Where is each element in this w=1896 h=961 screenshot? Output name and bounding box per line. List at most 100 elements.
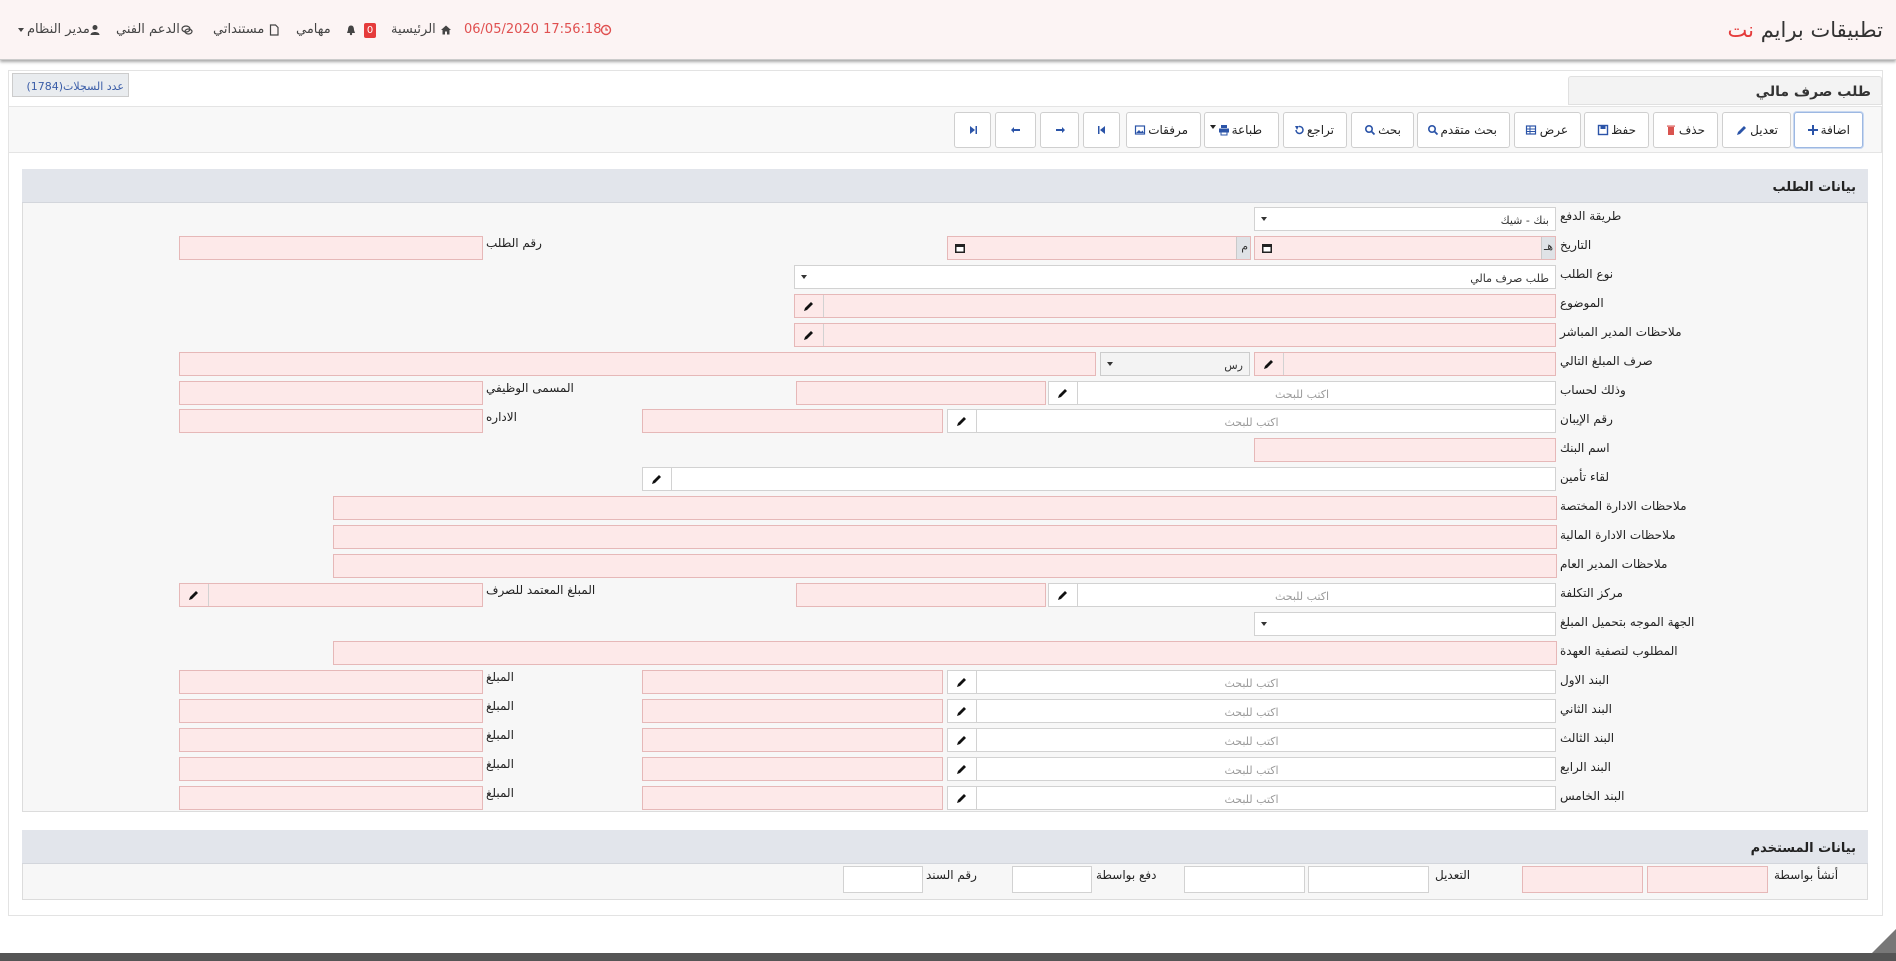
input-field[interactable]: اكتب للبحث <box>947 699 1556 723</box>
input-field[interactable] <box>642 409 943 433</box>
input-field[interactable]: اكتب للبحث <box>947 670 1556 694</box>
button-label: طباعة <box>1231 123 1262 137</box>
edit-addon[interactable] <box>948 410 977 432</box>
input-field[interactable] <box>333 525 1557 549</box>
last-icon <box>969 126 977 134</box>
toolbar-button[interactable]: تعديل <box>1722 112 1791 148</box>
input-field[interactable] <box>179 381 483 405</box>
input-field[interactable] <box>642 728 943 752</box>
toolbar-button[interactable]: طباعة <box>1204 112 1279 148</box>
toolbar-button[interactable]: حذف <box>1653 112 1718 148</box>
input-field[interactable] <box>179 409 483 433</box>
input-field[interactable] <box>179 699 483 723</box>
input-field[interactable] <box>1254 612 1556 636</box>
input-field[interactable] <box>794 294 1556 318</box>
nav-user[interactable]: مدير النظام <box>27 22 90 37</box>
nav-button[interactable] <box>995 112 1036 148</box>
input-field[interactable] <box>1184 866 1305 893</box>
field-label: رقم الطلب <box>486 236 542 250</box>
field-label: الاداره <box>486 410 517 424</box>
edit-addon[interactable] <box>795 295 824 317</box>
input-field[interactable] <box>1254 352 1556 376</box>
input-field[interactable]: بنك - شيك <box>1254 207 1556 231</box>
input-field[interactable] <box>179 236 483 260</box>
brand[interactable]: تطبيقات برايم نت <box>1728 20 1883 41</box>
edit-addon[interactable] <box>795 324 824 346</box>
input-field[interactable]: رس <box>1100 352 1250 376</box>
input-field[interactable]: اكتب للبحث <box>947 728 1556 752</box>
input-field[interactable] <box>642 786 943 810</box>
input-field[interactable] <box>642 757 943 781</box>
input-field[interactable] <box>843 866 923 893</box>
nav-button[interactable] <box>954 112 991 148</box>
toolbar-button[interactable]: عرض <box>1514 112 1581 148</box>
pencil-icon <box>804 302 813 311</box>
toolbar-button[interactable]: اضافة <box>1794 112 1863 148</box>
undo-icon <box>1294 125 1304 135</box>
input-field[interactable]: م <box>947 236 1251 260</box>
nav-button[interactable] <box>1040 112 1079 148</box>
input-field[interactable] <box>333 496 1557 520</box>
input-field[interactable] <box>642 699 943 723</box>
nav-home[interactable]: الرئيسية <box>391 22 436 37</box>
section-title: بيانات الطلب <box>1772 180 1857 195</box>
clock-icon <box>600 24 612 36</box>
field-label: أنشأ بواسطة <box>1774 868 1839 882</box>
input-field[interactable] <box>333 554 1557 578</box>
input-field[interactable]: اكتب للبحث <box>1048 381 1556 405</box>
field-label: دفع بواسطة <box>1096 868 1157 882</box>
edit-addon[interactable] <box>948 671 977 693</box>
input-field[interactable]: اكتب للبحث <box>947 757 1556 781</box>
input-field[interactable]: اكتب للبحث <box>947 786 1556 810</box>
edit-addon[interactable] <box>948 758 977 780</box>
edit-addon[interactable] <box>948 700 977 722</box>
input-field[interactable] <box>1012 866 1092 893</box>
input-field[interactable] <box>796 583 1046 607</box>
edit-addon[interactable] <box>948 787 977 809</box>
input-field[interactable] <box>333 641 1557 665</box>
image-icon <box>1135 125 1146 135</box>
edit-addon[interactable] <box>1255 353 1284 375</box>
edit-addon[interactable] <box>1049 382 1078 404</box>
edit-addon[interactable] <box>643 468 672 490</box>
pencil-icon <box>1058 591 1067 600</box>
brand-text: تطبيقات برايم <box>1760 18 1883 42</box>
input-field[interactable] <box>642 670 943 694</box>
input-field[interactable] <box>642 467 1556 491</box>
input-field[interactable]: اكتب للبحث <box>1048 583 1556 607</box>
nav-tasks[interactable]: مهامي <box>296 22 331 37</box>
toolbar-button[interactable]: مرفقات <box>1126 112 1201 148</box>
input-field[interactable] <box>179 583 483 607</box>
input-field[interactable]: هـ <box>1254 236 1556 260</box>
input-field[interactable] <box>1308 866 1429 893</box>
toolbar-button[interactable]: تراجع <box>1283 112 1347 148</box>
nav-button[interactable] <box>1083 112 1120 148</box>
input-field[interactable] <box>796 381 1046 405</box>
input-field[interactable]: اكتب للبحث <box>947 409 1556 433</box>
toolbar-button[interactable]: بحث متقدم <box>1417 112 1510 148</box>
button-icon-slot <box>1134 124 1146 136</box>
input-field[interactable] <box>1522 866 1643 893</box>
input-field[interactable] <box>179 670 483 694</box>
input-field[interactable] <box>1254 438 1556 462</box>
disk-icon <box>1598 124 1609 136</box>
nav-documents[interactable]: مستنداتي <box>213 22 265 37</box>
toolbar-button[interactable]: بحث <box>1351 112 1414 148</box>
button-label: بحث <box>1378 123 1401 137</box>
input-field[interactable] <box>179 786 483 810</box>
input-field[interactable] <box>794 323 1556 347</box>
button-icon-slot <box>1427 124 1439 136</box>
edit-addon[interactable] <box>1049 584 1078 606</box>
edit-addon[interactable] <box>948 729 977 751</box>
input-field[interactable] <box>1647 866 1768 893</box>
input-field[interactable] <box>179 757 483 781</box>
input-field[interactable] <box>179 352 1096 376</box>
input-field[interactable]: طلب صرف مالي <box>794 265 1556 289</box>
tasks-badge: 0 <box>364 23 376 38</box>
input-field[interactable] <box>179 728 483 752</box>
pencil-icon <box>957 765 966 774</box>
nav-support[interactable]: الدعم الفني <box>116 22 180 37</box>
field-placeholder: اكتب للبحث <box>1274 590 1330 603</box>
toolbar-button[interactable]: حفظ <box>1584 112 1649 148</box>
edit-addon[interactable] <box>180 584 209 606</box>
